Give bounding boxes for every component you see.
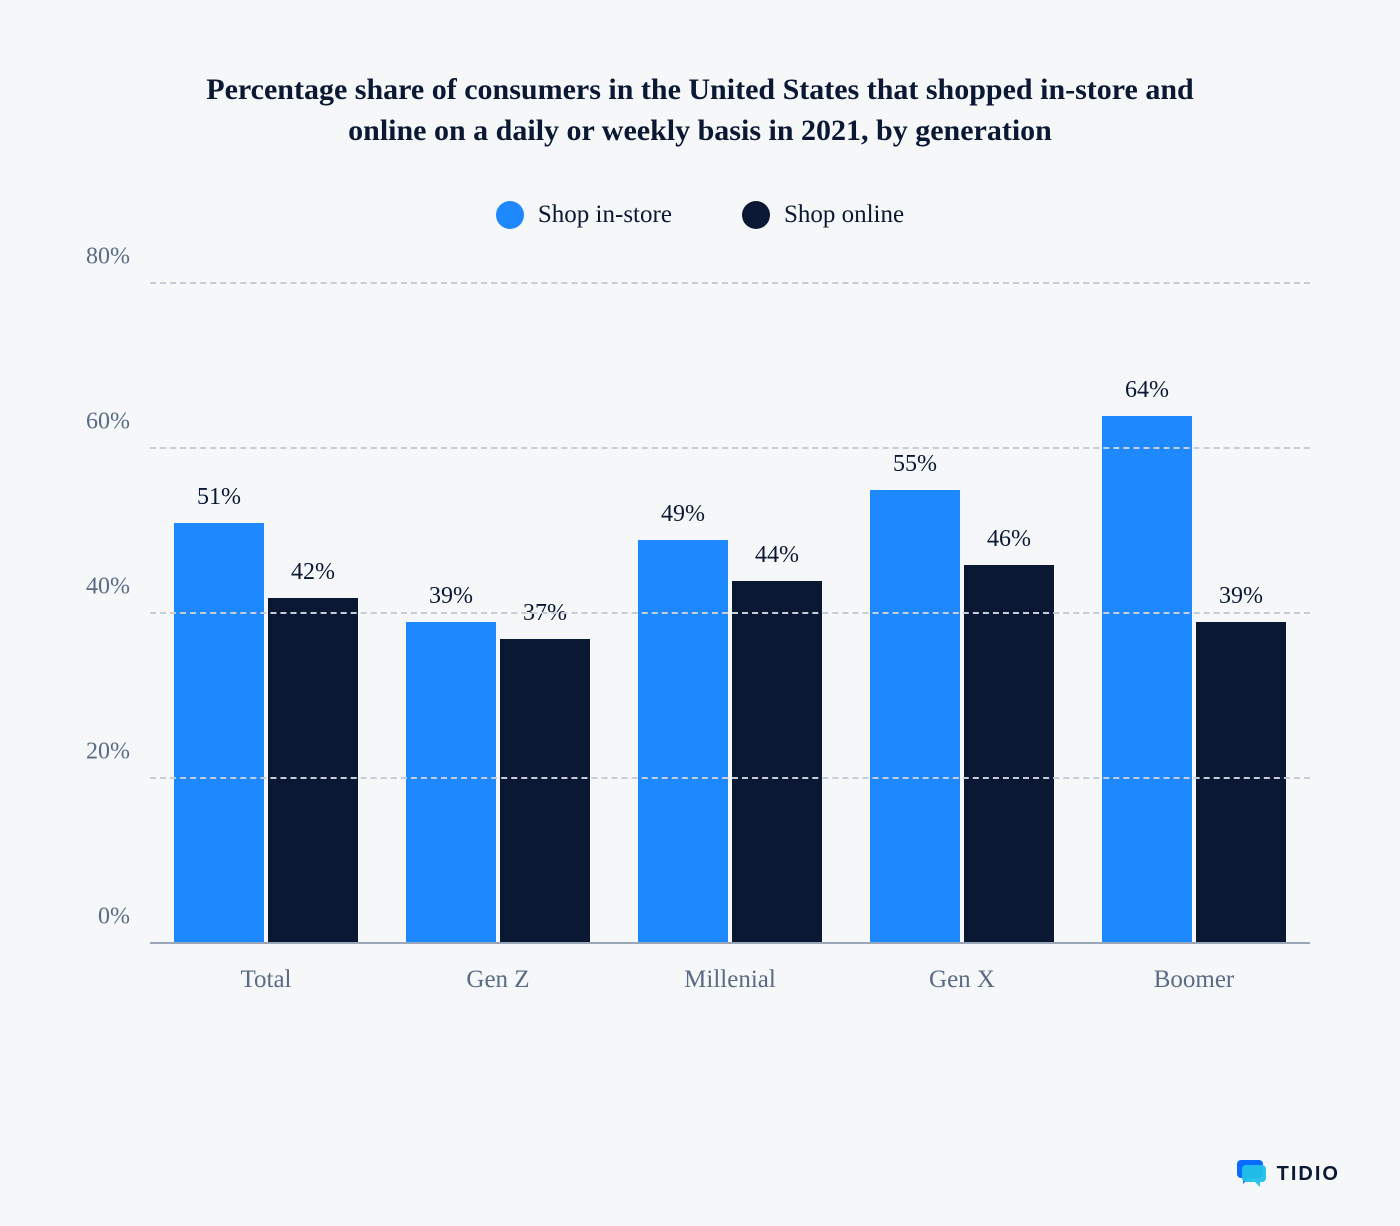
bar-value-label: 55% (893, 451, 937, 478)
gridline (150, 282, 1310, 284)
legend-item-1: Shop online (742, 201, 904, 229)
y-tick-label: 0% (98, 904, 130, 931)
bar-value-label: 64% (1125, 377, 1169, 404)
bar-value-label: 51% (197, 484, 241, 511)
bar-value-label: 39% (1219, 583, 1263, 610)
legend-label: Shop online (784, 201, 904, 229)
bar-value-label: 39% (429, 583, 473, 610)
x-tick-label: Boomer (1078, 944, 1310, 1004)
bar-value-label: 44% (755, 542, 799, 569)
bar: 44% (732, 581, 822, 944)
bar-group: 49%44% (614, 284, 846, 944)
chart-container: Percentage share of consumers in the Uni… (0, 0, 1400, 1226)
chart-plot: 51%42%39%37%49%44%55%46%64%39% 0%20%40%6… (150, 284, 1310, 944)
chart-title: Percentage share of consumers in the Uni… (175, 70, 1225, 151)
bar-group: 39%37% (382, 284, 614, 944)
bar: 64% (1102, 416, 1192, 944)
bar: 51% (174, 523, 264, 944)
bar: 39% (1196, 622, 1286, 944)
x-tick-label: Gen X (846, 944, 1078, 1004)
gridline (150, 777, 1310, 779)
y-tick-label: 60% (86, 409, 130, 436)
bar: 55% (870, 490, 960, 944)
bar: 46% (964, 565, 1054, 945)
legend-dot-icon (742, 201, 770, 229)
bar-value-label: 42% (291, 559, 335, 586)
brand-logo: TIDIO (1237, 1160, 1340, 1188)
chart-area: 51%42%39%37%49%44%55%46%64%39% 0%20%40%6… (150, 284, 1310, 1004)
y-tick-label: 40% (86, 574, 130, 601)
legend-dot-icon (496, 201, 524, 229)
bar-group: 55%46% (846, 284, 1078, 944)
y-tick-label: 20% (86, 739, 130, 766)
brand-icon (1237, 1160, 1267, 1188)
bar: 49% (638, 540, 728, 944)
bar-groups: 51%42%39%37%49%44%55%46%64%39% (150, 284, 1310, 944)
bar: 42% (268, 598, 358, 945)
bar-group: 64%39% (1078, 284, 1310, 944)
legend-label: Shop in-store (538, 201, 672, 229)
x-tick-label: Millenial (614, 944, 846, 1004)
chart-legend: Shop in-store Shop online (60, 201, 1340, 229)
bar-value-label: 49% (661, 501, 705, 528)
x-axis-labels: TotalGen ZMillenialGen XBoomer (150, 944, 1310, 1004)
gridline (150, 447, 1310, 449)
gridline (150, 612, 1310, 614)
legend-item-0: Shop in-store (496, 201, 672, 229)
bar: 37% (500, 639, 590, 944)
x-tick-label: Gen Z (382, 944, 614, 1004)
bar-group: 51%42% (150, 284, 382, 944)
bar-value-label: 46% (987, 526, 1031, 553)
x-tick-label: Total (150, 944, 382, 1004)
brand-name: TIDIO (1277, 1163, 1340, 1186)
y-tick-label: 80% (86, 244, 130, 271)
bar: 39% (406, 622, 496, 944)
